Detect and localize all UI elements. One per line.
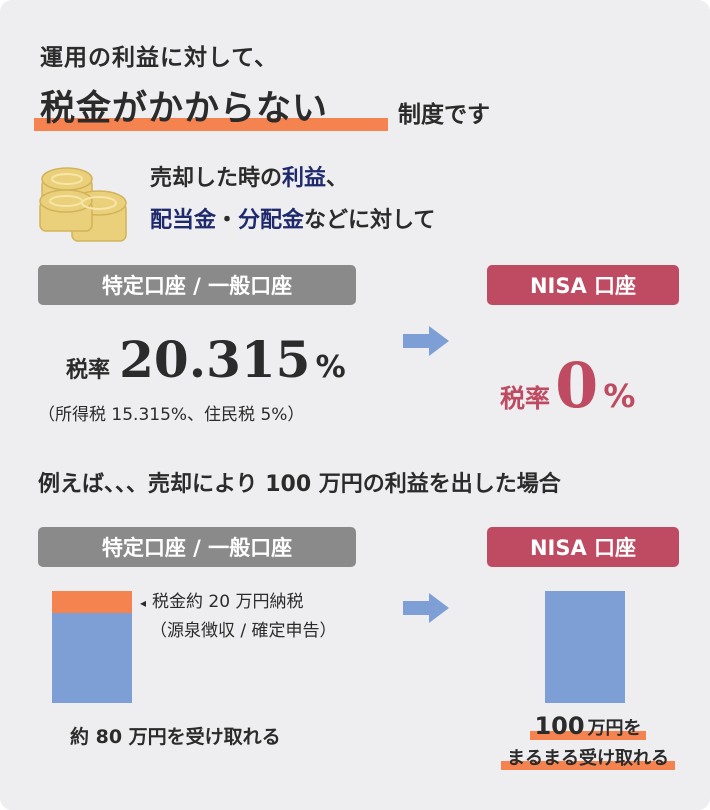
coins-icon — [36, 155, 132, 247]
nisa-receive-amount: 100 — [534, 712, 585, 740]
tax-note-text: 税金約 20 万円納税 — [152, 592, 304, 612]
heading-line1: 運用の利益に対して、 — [40, 45, 279, 71]
taxable-account-pill: 特定口座 / 一般口座 — [38, 527, 356, 567]
nisa-received-bar — [545, 591, 625, 703]
tax-portion-bar — [52, 591, 132, 614]
arrow-right-icon — [403, 326, 449, 356]
lead-text: 、 — [326, 166, 349, 191]
tax-note-line2: （源泉徴収 / 確定申告） — [150, 621, 337, 641]
tax-note: ◂ 税金約 20 万円納税 （源泉徴収 / 確定申告） — [140, 588, 337, 645]
lead-emphasis-profit: 利益 — [282, 166, 327, 191]
heading-highlight-text: 税金がかからない — [40, 89, 329, 129]
nisa-rate-value: 0 — [555, 349, 599, 422]
rate-label: 税率 — [66, 358, 111, 383]
lead-separator: ・ — [216, 208, 239, 233]
rate-percent: % — [603, 377, 636, 415]
lead-emphasis-distribution: 分配金 — [238, 208, 305, 233]
lead-line1: 売却した時の利益、 — [150, 160, 348, 192]
rate-percent: % — [315, 350, 346, 385]
caption-underline — [501, 761, 675, 770]
taxable-rate-breakdown: （所得税 15.315%、住民税 5%） — [38, 405, 305, 425]
lead-emphasis-dividend: 配当金 — [150, 208, 217, 233]
nisa-receive-unit: 万円を — [587, 718, 642, 739]
taxable-rate: 税率 20.315 % — [66, 330, 346, 389]
heading-suffix: 制度です — [398, 102, 490, 128]
lead-line2: 配当金・分配金などに対して — [150, 202, 435, 234]
taxable-account-pill: 特定口座 / 一般口座 — [38, 265, 356, 305]
tax-note-line1: ◂ 税金約 20 万円納税 — [140, 588, 337, 617]
taxable-receive-caption: 約 80 万円を受け取れる — [70, 726, 281, 748]
taxable-rate-value: 20.315 — [119, 330, 311, 389]
rate-label: 税率 — [500, 384, 551, 413]
nisa-account-pill: NISA 口座 — [487, 527, 679, 567]
heading-highlight: 税金がかからない — [34, 80, 388, 131]
nisa-account-pill: NISA 口座 — [487, 265, 679, 305]
taxable-received-bar — [52, 613, 132, 703]
pointer-left-icon: ◂ — [140, 596, 147, 610]
lead-text: などに対して — [304, 208, 436, 233]
arrow-right-icon — [403, 593, 449, 623]
nisa-receive-line2: まるまる受け取れる — [501, 744, 675, 770]
nisa-receive-line1: 100 万円を — [530, 712, 646, 740]
example-title: 例えば、、、売却により 100 万円の利益を出した場合 — [38, 472, 561, 497]
highlight-underline — [34, 118, 388, 131]
nisa-receive-text: まるまる受け取れる — [507, 748, 669, 769]
nisa-receive-caption: 100 万円を まるまる受け取れる — [478, 712, 698, 770]
lead-text: 売却した時の — [150, 166, 283, 191]
caption-underline — [530, 731, 646, 740]
nisa-rate: 税率 0 % — [500, 355, 636, 417]
